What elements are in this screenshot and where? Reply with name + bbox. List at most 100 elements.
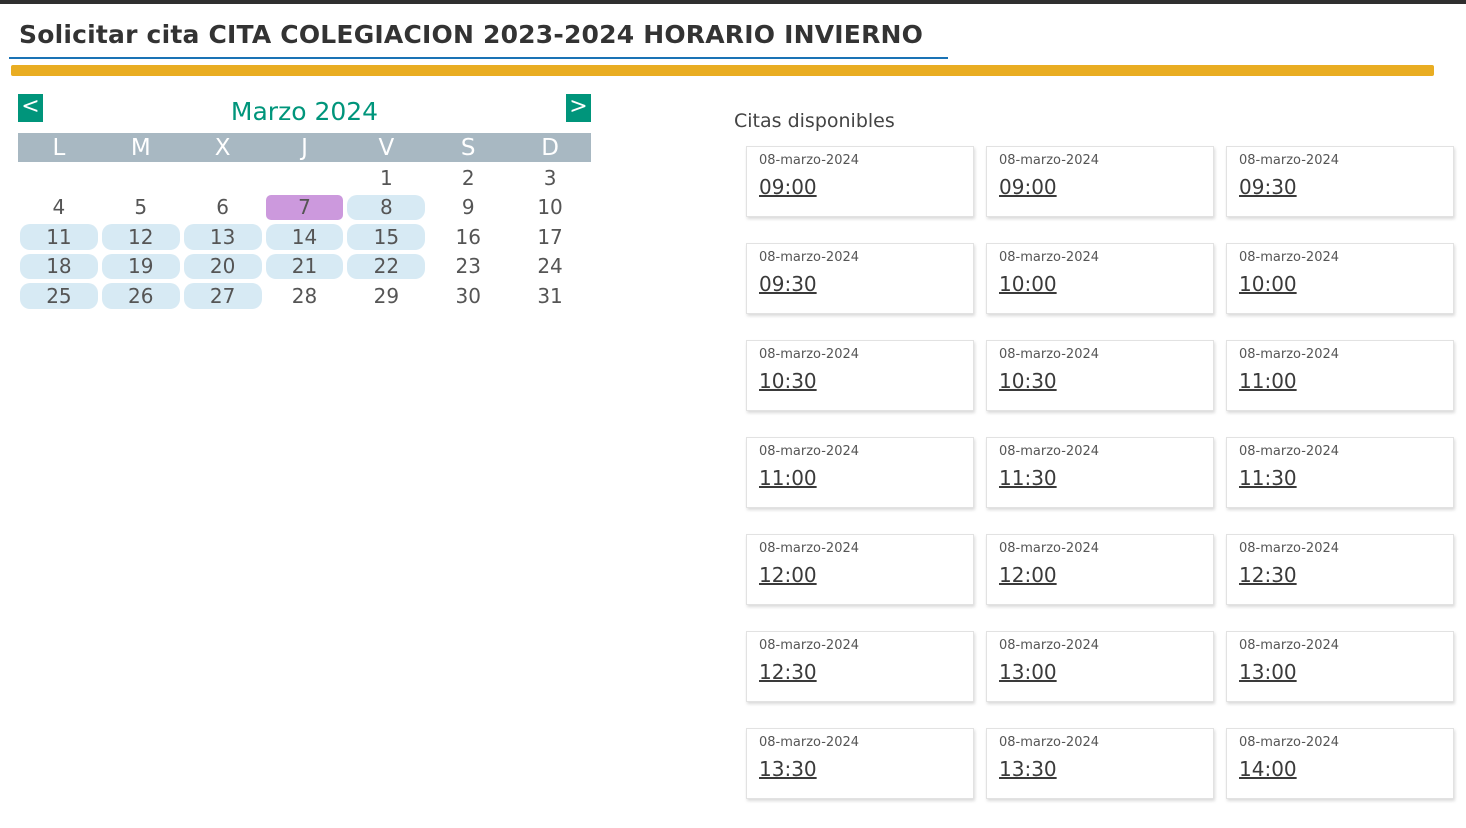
slot-date: 08-marzo-2024 — [759, 541, 860, 556]
calendar-empty-cell — [18, 163, 100, 193]
calendar-day-18[interactable]: 18 — [20, 253, 98, 279]
calendar-day-20[interactable]: 20 — [183, 253, 262, 279]
slot-time-link[interactable]: 13:00 — [1239, 660, 1297, 684]
slot-date: 08-marzo-2024 — [999, 638, 1100, 653]
slot-card[interactable]: 08-marzo-2024 14:00 — [1226, 728, 1454, 799]
slot-card[interactable]: 08-marzo-2024 13:00 — [986, 631, 1214, 702]
calendar-day-31: 31 — [537, 283, 563, 308]
weekday-label: X — [214, 135, 231, 161]
calendar-day-25[interactable]: 25 — [20, 283, 98, 309]
slot-card[interactable]: 08-marzo-2024 11:30 — [1226, 437, 1454, 508]
calendar-day-23: 23 — [455, 254, 481, 279]
slot-date: 08-marzo-2024 — [999, 735, 1100, 750]
slot-card[interactable]: 08-marzo-2024 12:30 — [1226, 534, 1454, 605]
slot-time-link[interactable]: 12:30 — [759, 660, 817, 684]
slot-card[interactable]: 08-marzo-2024 10:00 — [986, 243, 1214, 314]
weekday-header: L M X J V S D — [18, 133, 591, 162]
calendar-day-29: 29 — [373, 283, 400, 308]
calendar-day-22[interactable]: 22 — [347, 253, 426, 279]
calendar-day-19[interactable]: 19 — [101, 253, 180, 279]
slot-time-link[interactable]: 13:30 — [759, 757, 817, 781]
slot-card[interactable]: 08-marzo-2024 10:00 — [1226, 243, 1454, 314]
calendar-day-7[interactable]: 7 — [265, 194, 344, 220]
slot-time-link[interactable]: 10:00 — [999, 272, 1057, 296]
slot-time-link[interactable]: 09:00 — [999, 175, 1057, 199]
slot-card[interactable]: 08-marzo-2024 09:30 — [746, 243, 974, 314]
slot-time-link[interactable]: 12:00 — [759, 563, 817, 587]
slot-date: 08-marzo-2024 — [1239, 347, 1340, 362]
slot-time-link[interactable]: 10:00 — [1239, 272, 1297, 296]
slot-time-link[interactable]: 13:30 — [999, 757, 1057, 781]
slot-card[interactable]: 08-marzo-2024 09:00 — [986, 146, 1214, 217]
calendar-empty-cell — [182, 163, 264, 193]
top-border — [0, 0, 1466, 4]
slot-time-link[interactable]: 12:00 — [999, 563, 1057, 587]
calendar-day-14[interactable]: 14 — [265, 224, 344, 250]
calendar-day-8[interactable]: 8 — [347, 194, 426, 220]
slot-date: 08-marzo-2024 — [999, 250, 1100, 265]
slot-card[interactable]: 08-marzo-2024 12:00 — [986, 534, 1214, 605]
slot-date: 08-marzo-2024 — [1239, 541, 1340, 556]
available-slots-title: Citas disponibles — [734, 110, 895, 132]
slot-card[interactable]: 08-marzo-2024 10:30 — [986, 340, 1214, 411]
slot-time-link[interactable]: 09:00 — [759, 175, 817, 199]
slot-card[interactable]: 08-marzo-2024 11:00 — [746, 437, 974, 508]
calendar-day-28: 28 — [291, 283, 318, 308]
calendar-day-4: 4 — [52, 195, 66, 220]
calendar-day-12[interactable]: 12 — [101, 224, 180, 250]
slot-time-link[interactable]: 09:30 — [1239, 175, 1297, 199]
calendar-day-21[interactable]: 21 — [265, 253, 344, 279]
slot-card[interactable]: 08-marzo-2024 13:00 — [1226, 631, 1454, 702]
calendar-day-15[interactable]: 15 — [347, 224, 426, 250]
slot-time-link[interactable]: 11:00 — [759, 466, 817, 490]
title-underline — [9, 57, 948, 59]
slot-card[interactable]: 08-marzo-2024 12:30 — [746, 631, 974, 702]
slot-card[interactable]: 08-marzo-2024 13:30 — [746, 728, 974, 799]
calendar-day-5: 5 — [134, 195, 148, 220]
slot-time-link[interactable]: 14:00 — [1239, 757, 1297, 781]
slot-card[interactable]: 08-marzo-2024 11:00 — [1226, 340, 1454, 411]
slot-time-link[interactable]: 11:30 — [1239, 466, 1297, 490]
slot-date: 08-marzo-2024 — [759, 250, 860, 265]
next-month-button[interactable]: > — [566, 94, 591, 122]
slot-time-link[interactable]: 11:00 — [1239, 369, 1297, 393]
slot-date: 08-marzo-2024 — [1239, 638, 1340, 653]
calendar-day-16: 16 — [455, 224, 481, 249]
calendar-day-11[interactable]: 11 — [20, 224, 98, 250]
slot-date: 08-marzo-2024 — [759, 638, 860, 653]
slot-card[interactable]: 08-marzo-2024 09:00 — [746, 146, 974, 217]
calendar-day-27[interactable]: 27 — [183, 283, 262, 309]
slot-time-link[interactable]: 12:30 — [1239, 563, 1297, 587]
slot-card[interactable]: 08-marzo-2024 12:00 — [746, 534, 974, 605]
calendar-day-10: 10 — [537, 195, 563, 220]
slot-card[interactable]: 08-marzo-2024 09:30 — [1226, 146, 1454, 217]
calendar-day-9: 9 — [461, 195, 475, 220]
calendar-empty-cell — [264, 163, 346, 193]
available-slots-grid: 08-marzo-2024 09:00 08-marzo-2024 09:00 08-m… — [746, 146, 1454, 799]
calendar-day-17: 17 — [537, 224, 563, 249]
slot-date: 08-marzo-2024 — [759, 153, 860, 168]
calendar-empty-cell — [100, 163, 182, 193]
slot-time-link[interactable]: 10:30 — [999, 369, 1057, 393]
weekday-label: M — [130, 135, 151, 161]
calendar-day-13[interactable]: 13 — [183, 224, 262, 250]
calendar-day-26[interactable]: 26 — [101, 283, 180, 309]
calendar-day-24: 24 — [537, 254, 563, 279]
slot-date: 08-marzo-2024 — [759, 347, 860, 362]
slot-card[interactable]: 08-marzo-2024 11:30 — [986, 437, 1214, 508]
slot-card[interactable]: 08-marzo-2024 13:30 — [986, 728, 1214, 799]
slot-time-link[interactable]: 11:30 — [999, 466, 1057, 490]
slot-time-link[interactable]: 09:30 — [759, 272, 817, 296]
calendar-day-1: 1 — [379, 165, 393, 190]
slot-time-link[interactable]: 13:00 — [999, 660, 1057, 684]
weekday-label: J — [301, 135, 308, 161]
slot-date: 08-marzo-2024 — [1239, 153, 1340, 168]
calendar-days-grid: 1 2 3 4 5 6 7 8 9 10 11 12 13 14 15 16 17 18 19 20 21 22 23 24 2… — [18, 163, 591, 311]
slot-date: 08-marzo-2024 — [999, 153, 1100, 168]
calendar-day-30: 30 — [455, 283, 481, 308]
page-title: Solicitar cita CITA COLEGIACION 2023-202… — [19, 20, 924, 49]
slot-card[interactable]: 08-marzo-2024 10:30 — [746, 340, 974, 411]
slot-time-link[interactable]: 10:30 — [759, 369, 817, 393]
slot-date: 08-marzo-2024 — [759, 444, 860, 459]
prev-month-button[interactable]: < — [18, 94, 43, 122]
